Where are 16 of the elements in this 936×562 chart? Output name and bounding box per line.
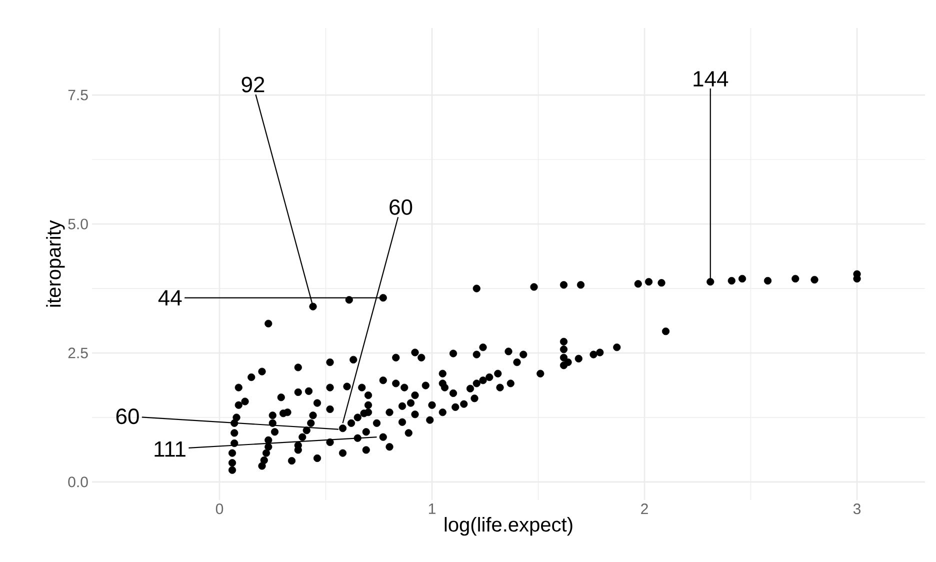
- annotation: 60: [116, 408, 139, 424]
- y-tick-label: 2.5: [68, 348, 88, 358]
- y-axis-title: iteroparity: [46, 220, 65, 307]
- y-tick-label: 5.0: [68, 218, 88, 230]
- x-tick-label: 3: [853, 504, 861, 514]
- annotation: 111: [154, 442, 186, 457]
- annotation: 92: [242, 76, 264, 92]
- y-tick-label: 0.0: [68, 476, 88, 488]
- x-tick-label: 1: [428, 504, 436, 514]
- x-axis-title: log(life.expect): [444, 517, 572, 536]
- x-tick-label: 2: [641, 504, 648, 514]
- annotation: 60: [390, 199, 412, 215]
- annotation: 144: [694, 71, 728, 86]
- x-tick-label: 0: [216, 504, 224, 514]
- annotation: 44: [158, 290, 182, 306]
- y-tick-label: 7.5: [68, 90, 88, 100]
